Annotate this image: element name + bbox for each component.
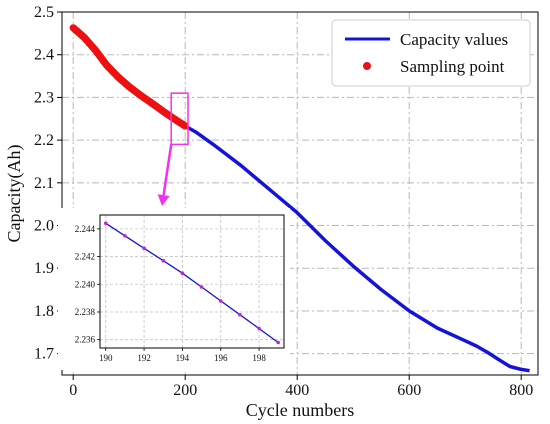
inset-y-tick-label: 2.236 (75, 335, 96, 345)
x-tick-label: 600 (397, 382, 421, 399)
inset-y-tick-label: 2.242 (75, 252, 95, 262)
y-tick-label: 1.7 (34, 346, 54, 363)
legend-point-swatch (363, 62, 371, 70)
inset-x-tick-label: 194 (176, 353, 190, 363)
inset-frame (99, 214, 285, 349)
inset-grid (100, 215, 284, 348)
inset-background (58, 208, 290, 370)
inset-y-tick-label: 2.244 (75, 224, 96, 234)
x-axis-label: Cycle numbers (246, 400, 354, 420)
y-tick-label: 2.0 (34, 218, 54, 235)
inset-y-tick-label: 2.240 (75, 279, 96, 289)
legend-label-capacity: Capacity values (400, 30, 508, 49)
inset-x-tick-label: 196 (214, 353, 228, 363)
inset-sampling-point (199, 285, 204, 289)
inset-sampling-point (142, 246, 146, 251)
inset-x-tick-label: 198 (252, 353, 266, 363)
inset-sampling-point (123, 234, 127, 238)
x-tick-label: 400 (285, 382, 309, 399)
y-axis-label: Capacity(Ah) (4, 145, 25, 243)
legend-box (331, 19, 531, 87)
y-tick-label: 2.2 (34, 132, 54, 149)
y-tick-label: 2.4 (34, 47, 54, 64)
inset-chart: 190 192 194 196 198 2.236 2.238 2.240 2.242 2.244 (58, 208, 290, 370)
inset-capacity-line (105, 222, 279, 344)
zoom-arrow (157, 144, 173, 206)
inset-sampling-point (276, 340, 281, 345)
main-series (69, 24, 530, 373)
y-tick-label: 1.9 (34, 260, 54, 277)
legend-label-sampling: Sampling point (400, 57, 505, 76)
inset-axis-ticks: 190 192 194 196 198 2.236 2.238 2.240 2.242 2.244 (75, 224, 267, 363)
legend: Capacity values Sampling point (331, 19, 531, 87)
x-tick-label: 200 (173, 382, 197, 399)
y-tick-label: 2.5 (34, 4, 54, 21)
inset-sampling-point (104, 221, 108, 226)
zoom-highlight-box (170, 92, 189, 146)
y-tick-label: 2.3 (34, 89, 54, 106)
y-tick-label: 2.1 (34, 175, 54, 192)
inset-sampling-point (161, 258, 166, 263)
sampling-point (181, 122, 189, 130)
y-tick-label: 1.8 (34, 303, 54, 320)
inset-y-tick-label: 2.238 (75, 307, 96, 317)
inset-x-tick-label: 190 (99, 353, 113, 363)
inset-sampling-point (218, 299, 223, 303)
inset-sampling-point (238, 312, 242, 317)
inset-sampling-point (257, 326, 261, 331)
x-tick-label: 0 (69, 382, 77, 399)
inset-x-tick-label: 192 (137, 353, 151, 363)
inset-series (104, 221, 281, 345)
main-axis-ticks: 0 200 400 600 800 1.7 1.8 1.9 2.0 2.1 2.2 2.3 2.4 2.5 (34, 4, 533, 399)
x-tick-label: 800 (509, 382, 533, 399)
inset-sampling-point (180, 271, 185, 276)
plot-frame (61, 11, 539, 376)
